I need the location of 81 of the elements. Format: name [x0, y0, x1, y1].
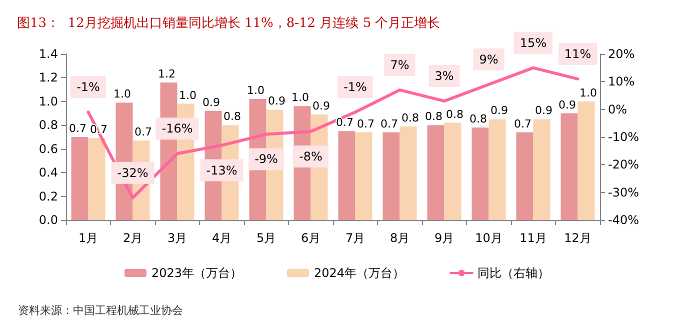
x-tick-label: 2月	[122, 231, 143, 245]
data-label: 0.9	[558, 98, 576, 112]
x-tick-label: 7月	[345, 231, 366, 245]
y-tick-label: 0.2	[38, 189, 58, 204]
data-label: 1.2	[158, 67, 176, 80]
x-tick-label: 10月	[475, 231, 502, 245]
bar	[71, 137, 88, 220]
y2-tick-label: 10%	[608, 74, 635, 89]
bar	[400, 126, 417, 220]
y-tick-label: 0.6	[38, 142, 58, 156]
bar	[560, 113, 578, 220]
x-tick-label: 3月	[167, 231, 188, 245]
y-tick-label: 1.0	[38, 94, 58, 108]
x-tick-label: 12月	[564, 231, 592, 245]
x-tick-label: 11月	[520, 231, 547, 245]
data-label: -32%	[117, 166, 148, 180]
data-label: 7%	[390, 58, 410, 72]
y-tick-label: 0.4	[38, 166, 58, 180]
bar	[382, 132, 400, 220]
data-label: 1.0	[580, 86, 597, 100]
y2-tick-label: -10%	[608, 130, 640, 144]
data-label: 0.8	[470, 112, 487, 126]
bar	[533, 119, 550, 220]
y2-tick-label: -20%	[608, 158, 640, 172]
data-label: 9%	[479, 52, 498, 66]
legend-label: 同比（右轴）	[478, 266, 550, 280]
x-tick-label: 4月	[212, 231, 232, 245]
data-label: 0.7	[380, 117, 398, 130]
data-label: 3%	[434, 69, 454, 84]
data-label: -1%	[344, 80, 367, 94]
data-label: -13%	[206, 163, 238, 178]
y2-tick-label: -30%	[608, 185, 640, 200]
data-label: 0.9	[268, 94, 286, 108]
data-label: 15%	[520, 36, 547, 50]
data-label: 0.8	[446, 108, 464, 121]
data-label: 0.7	[336, 116, 354, 130]
bar	[516, 132, 534, 220]
data-label: 1.0	[114, 88, 131, 101]
bar	[338, 131, 356, 220]
legend-label: 2024年（万台）	[314, 266, 405, 280]
chart-title: 图13： 12月挖掘机出口销量同比增长 11%，8-12 月连续 5 个月正增长	[17, 16, 440, 31]
x-tick-label: 1月	[78, 231, 98, 245]
data-label: 0.8	[224, 110, 241, 124]
data-label: -9%	[254, 152, 278, 166]
x-tick-label: 9月	[434, 231, 454, 245]
x-tick-label: 5月	[256, 231, 276, 245]
y2-tick-label: -40%	[608, 213, 640, 227]
y-tick-label: 0.0	[38, 213, 58, 227]
text: 资料来源：中国工程机械工业协会	[18, 304, 183, 317]
bar	[355, 132, 372, 220]
data-label: 0.9	[535, 104, 552, 118]
data-label: 11%	[564, 46, 592, 61]
y2-tick-label: 20%	[608, 47, 635, 61]
legend-label: 2023年（万台）	[151, 266, 242, 280]
y-tick-label: 1.4	[38, 47, 58, 61]
y2-tick-label: 0%	[608, 102, 628, 116]
data-label: 0.9	[202, 96, 220, 109]
bar	[444, 122, 462, 220]
bar	[88, 138, 106, 220]
data-label: 0.8	[425, 110, 442, 124]
data-label: 0.7	[514, 117, 532, 130]
data-label: -16%	[162, 122, 193, 136]
bar	[427, 125, 444, 220]
data-label: 0.9	[312, 99, 330, 112]
data-label: 0.7	[69, 122, 86, 135]
data-label: 0.7	[134, 126, 152, 139]
data-label: 1.0	[179, 88, 196, 102]
data-label: -1%	[76, 80, 100, 94]
data-label: -8%	[299, 149, 322, 164]
data-label: 0.7	[357, 117, 374, 130]
bar	[488, 119, 506, 220]
data-label: 0.8	[402, 111, 419, 124]
data-label: 0.9	[490, 104, 508, 118]
data-label: 1.0	[292, 91, 309, 104]
bar	[578, 101, 595, 220]
x-tick-label: 8月	[390, 231, 410, 245]
x-tick-label: 6月	[300, 231, 321, 245]
y-tick-label: 1.2	[38, 70, 58, 85]
data-label: 1.0	[247, 84, 264, 98]
y-tick-label: 0.8	[38, 118, 58, 132]
bar	[472, 128, 489, 220]
